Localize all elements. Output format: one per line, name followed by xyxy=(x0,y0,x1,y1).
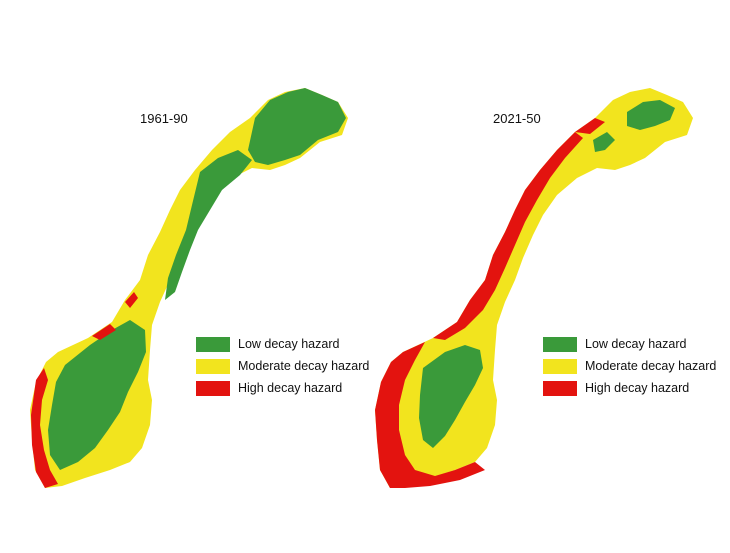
map-panel-2021-50: 2021-50 Low decay hazard Moderate decay … xyxy=(365,0,730,553)
legend-item-low: Low decay hazard xyxy=(196,333,369,355)
coast-high-hazard-north xyxy=(125,292,138,308)
north-low-hazard-2 xyxy=(593,132,615,152)
legend-label-low: Low decay hazard xyxy=(238,337,340,351)
legend: Low decay hazard Moderate decay hazard H… xyxy=(196,333,369,399)
legend-item-high: High decay hazard xyxy=(196,377,369,399)
south-low-hazard xyxy=(48,320,146,470)
south-low-hazard xyxy=(419,345,483,448)
coast-high-hazard-mid xyxy=(433,132,583,340)
norway-map-1961-90 xyxy=(30,88,348,488)
coast-high-hazard-north xyxy=(575,118,605,134)
legend-label-high: High decay hazard xyxy=(238,381,343,395)
north-low-hazard xyxy=(627,100,675,130)
legend-item-high: High decay hazard xyxy=(543,377,716,399)
coast-high-hazard-west xyxy=(375,342,485,488)
mid-low-hazard xyxy=(165,150,252,300)
legend-label-moderate: Moderate decay hazard xyxy=(585,359,717,373)
legend-swatch-moderate xyxy=(543,358,577,374)
legend-label-high: High decay hazard xyxy=(585,381,690,395)
norway-map-2021-50 xyxy=(375,88,693,488)
legend-swatch-high xyxy=(543,380,577,396)
period-label: 1961-90 xyxy=(140,111,188,126)
legend-swatch-low xyxy=(543,336,577,352)
legend-item-low: Low decay hazard xyxy=(543,333,716,355)
legend-swatch-high xyxy=(196,380,230,396)
legend-label-low: Low decay hazard xyxy=(585,337,687,351)
map-panel-1961-90: 1961-90 Low decay hazard Moderate decay … xyxy=(30,88,369,488)
legend-swatch-moderate xyxy=(196,358,230,374)
coast-high-hazard-west xyxy=(31,368,58,488)
north-low-hazard xyxy=(248,88,346,165)
coast-high-hazard-mid xyxy=(92,324,116,340)
legend-label-moderate: Moderate decay hazard xyxy=(238,359,370,373)
legend-swatch-low xyxy=(196,336,230,352)
legend-item-moderate: Moderate decay hazard xyxy=(196,355,369,377)
period-label: 2021-50 xyxy=(493,111,541,126)
legend: Low decay hazard Moderate decay hazard H… xyxy=(543,333,716,399)
legend-item-moderate: Moderate decay hazard xyxy=(543,355,716,377)
